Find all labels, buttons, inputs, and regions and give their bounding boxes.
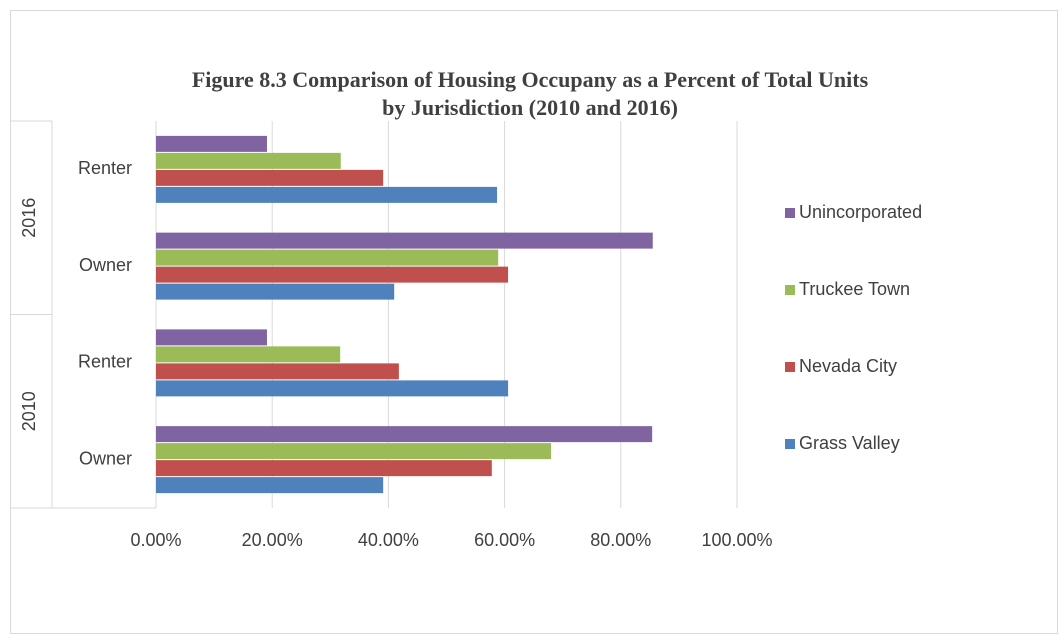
bar bbox=[156, 186, 498, 203]
bar bbox=[156, 426, 653, 443]
chart-subtitle: by Jurisdiction (2010 and 2016) bbox=[382, 95, 678, 120]
legend-swatch bbox=[785, 439, 795, 449]
legend-label: Truckee Town bbox=[799, 279, 910, 299]
bar bbox=[156, 169, 384, 186]
y-tick-label: Owner bbox=[79, 448, 132, 468]
x-tick-label: 60.00% bbox=[474, 530, 535, 550]
group-label: 2010 bbox=[19, 391, 39, 431]
bar bbox=[156, 152, 341, 169]
bar bbox=[156, 329, 267, 346]
legend-label: Nevada City bbox=[799, 356, 897, 376]
x-tick-label: 40.00% bbox=[358, 530, 419, 550]
bar bbox=[156, 135, 267, 152]
bar bbox=[156, 380, 509, 397]
group-label: 2016 bbox=[19, 198, 39, 238]
x-tick-label: 100.00% bbox=[701, 530, 772, 550]
legend-label: Grass Valley bbox=[799, 433, 900, 453]
bar bbox=[156, 443, 552, 460]
bar bbox=[156, 232, 653, 249]
x-tick-label: 80.00% bbox=[590, 530, 651, 550]
y-tick-label: Renter bbox=[78, 158, 132, 178]
chart-title: Figure 8.3 Comparison of Housing Occupan… bbox=[192, 67, 869, 92]
legend-label: Unincorporated bbox=[799, 202, 922, 222]
bar bbox=[156, 283, 395, 300]
legend-swatch bbox=[785, 285, 795, 295]
legend-swatch bbox=[785, 208, 795, 218]
bar bbox=[156, 363, 399, 380]
bar bbox=[156, 266, 509, 283]
bar bbox=[156, 249, 499, 266]
bar bbox=[156, 477, 384, 494]
y-tick-label: Owner bbox=[79, 255, 132, 275]
bar bbox=[156, 346, 341, 363]
y-tick-label: Renter bbox=[78, 352, 132, 372]
x-tick-label: 0.00% bbox=[130, 530, 181, 550]
legend-swatch bbox=[785, 362, 795, 372]
bar bbox=[156, 460, 492, 477]
x-tick-label: 20.00% bbox=[242, 530, 303, 550]
chart-border bbox=[10, 10, 1058, 634]
